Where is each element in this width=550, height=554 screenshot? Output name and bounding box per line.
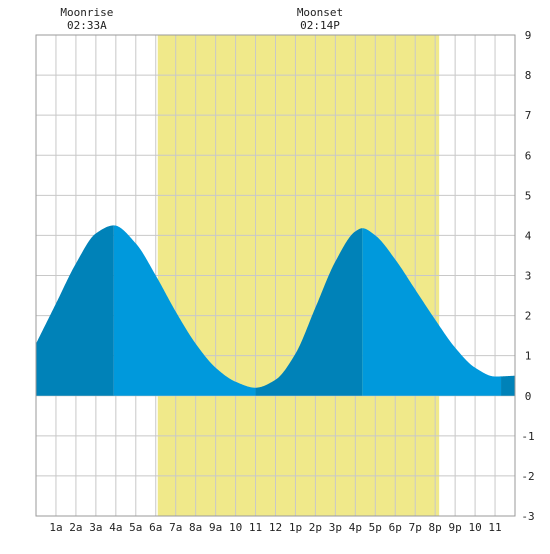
x-tick-label: 11 [249, 521, 262, 534]
plot-border [35, 34, 516, 517]
x-tick-label: 2a [69, 521, 82, 534]
x-tick-label: 10 [229, 521, 242, 534]
y-tick-label: 7 [525, 109, 532, 122]
grid-lines [36, 34, 515, 517]
tide-area-rising [36, 225, 114, 396]
x-tick-label: 8a [189, 521, 202, 534]
x-tick-label: 3a [89, 521, 102, 534]
y-tick-label: 9 [525, 29, 532, 42]
x-tick-label: 4p [349, 521, 362, 534]
y-tick-label: 4 [525, 229, 532, 242]
x-tick-label: 9a [209, 521, 222, 534]
moon-event-label: Moonrise [60, 6, 113, 19]
y-tick-label: 1 [525, 350, 532, 363]
y-tick-label: -1 [521, 430, 534, 443]
x-tick-label: 4a [109, 521, 122, 534]
x-tick-label: 7p [409, 521, 422, 534]
y-tick-label: 8 [525, 69, 532, 82]
x-tick-label: 5p [369, 521, 382, 534]
x-tick-label: 7a [169, 521, 182, 534]
x-tick-label: 3p [329, 521, 342, 534]
tide-area-falling [113, 225, 256, 396]
y-tick-label: -3 [521, 510, 534, 523]
x-tick-label: 11 [488, 521, 501, 534]
x-tick-label: 1a [49, 521, 62, 534]
moon-event-time: 02:33A [67, 19, 107, 32]
x-tick-label: 2p [309, 521, 322, 534]
x-tick-label: 6p [389, 521, 402, 534]
tide-area-falling [362, 228, 502, 396]
tide-area-rising [501, 375, 515, 396]
x-tick-label: 12 [269, 521, 282, 534]
x-tick-label: 1p [289, 521, 302, 534]
y-tick-label: 0 [525, 390, 532, 403]
moon-event-time: 02:14P [300, 19, 340, 32]
y-tick-label: 3 [525, 270, 532, 283]
y-tick-label: -2 [521, 470, 534, 483]
y-tick-label: 2 [525, 310, 532, 323]
x-tick-label: 9p [449, 521, 462, 534]
x-tick-label: 5a [129, 521, 142, 534]
y-tick-label: 6 [525, 149, 532, 162]
x-tick-label: 8p [429, 521, 442, 534]
moon-event-label: Moonset [297, 6, 343, 19]
tide-area-rising [255, 228, 363, 396]
x-tick-label: 6a [149, 521, 162, 534]
y-tick-label: 5 [525, 189, 532, 202]
x-tick-label: 10 [468, 521, 481, 534]
